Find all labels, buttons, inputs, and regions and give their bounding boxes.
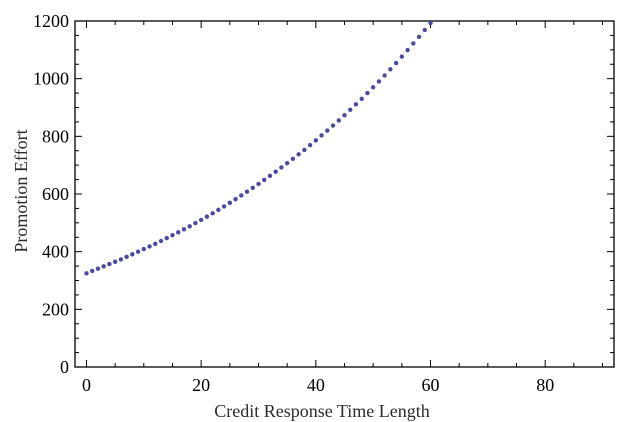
- data-point: [198, 217, 204, 223]
- x-tick-label: 80: [536, 375, 554, 395]
- data-point-interp: [330, 123, 336, 128]
- data-point-interp: [342, 112, 347, 118]
- data-point-interp: [365, 90, 370, 96]
- data-point-interp: [307, 142, 313, 148]
- data-point: [107, 261, 112, 267]
- data-point-interp: [216, 207, 221, 213]
- x-tick-label: 40: [307, 375, 325, 395]
- data-point: [416, 34, 422, 40]
- data-point: [256, 181, 261, 187]
- data-point: [141, 246, 147, 252]
- data-point-interp: [90, 268, 95, 274]
- data-point-interp: [124, 254, 129, 260]
- data-point: [233, 196, 238, 202]
- data-point-interp: [112, 259, 118, 264]
- data-point-interp: [319, 133, 324, 138]
- data-point: [382, 73, 387, 78]
- data-point: [348, 107, 353, 113]
- data-point-interp: [388, 67, 393, 72]
- data-point: [221, 204, 227, 209]
- data-point: [267, 173, 273, 179]
- y-tick-label: 1000: [33, 69, 69, 89]
- y-tick-label: 400: [42, 242, 69, 262]
- data-point: [118, 257, 124, 262]
- data-point-interp: [135, 249, 141, 254]
- y-tick-label: 0: [60, 357, 69, 377]
- data-point: [130, 252, 135, 257]
- x-tick-label: 0: [82, 375, 91, 395]
- data-point: [336, 118, 341, 123]
- data-point: [440, 6, 444, 10]
- y-tick-label: 800: [42, 126, 69, 146]
- data-point: [187, 224, 192, 229]
- data-point: [290, 156, 296, 162]
- data-point-interp: [227, 200, 233, 205]
- data-point-interp: [158, 238, 164, 244]
- data-point-interp: [399, 54, 405, 59]
- data-point: [84, 271, 89, 276]
- data-point-interp: [411, 41, 416, 46]
- data-point-interp: [446, 0, 450, 3]
- data-point-interp: [101, 264, 106, 269]
- y-tick-label: 1200: [33, 11, 69, 31]
- data-point-interp: [147, 244, 152, 249]
- data-point-interp: [181, 227, 187, 232]
- data-point-interp: [296, 152, 301, 157]
- data-point: [95, 266, 101, 271]
- x-tick-label: 60: [422, 375, 440, 395]
- data-point-interp: [170, 233, 175, 238]
- data-point: [359, 96, 364, 102]
- data-point: [405, 47, 410, 53]
- data-point: [313, 138, 319, 143]
- axes: 0 200 400 600 800 1000 1200 0 20 40 60 80: [33, 11, 615, 395]
- data-points: [84, 0, 450, 276]
- data-point-interp: [262, 177, 267, 183]
- data-point: [370, 85, 376, 90]
- plot-frame: [74, 20, 615, 368]
- y-tick-label: 600: [42, 184, 69, 204]
- data-point: [153, 241, 158, 247]
- data-point: [176, 230, 181, 235]
- data-point-interp: [284, 160, 290, 166]
- data-point: [302, 147, 307, 153]
- y-axis-title: Promotion Effort: [11, 129, 31, 252]
- x-tick-label: 20: [192, 375, 210, 395]
- data-point-interp: [376, 79, 382, 84]
- data-point: [210, 211, 215, 216]
- data-point: [279, 165, 284, 170]
- data-point-interp: [273, 169, 278, 174]
- data-point: [164, 235, 169, 241]
- data-point: [325, 128, 330, 133]
- data-point-interp: [204, 214, 210, 219]
- data-point-interp: [353, 102, 359, 107]
- x-axis-title: Credit Response Time Length: [214, 401, 430, 421]
- data-point-interp: [193, 220, 198, 226]
- data-point: [393, 60, 399, 66]
- y-tick-label: 200: [42, 299, 69, 319]
- data-point-interp: [422, 27, 427, 33]
- data-point-interp: [239, 193, 244, 198]
- data-point-interp: [434, 14, 438, 18]
- data-point-interp: [250, 185, 255, 191]
- data-point: [244, 189, 250, 194]
- data-point: [428, 21, 433, 26]
